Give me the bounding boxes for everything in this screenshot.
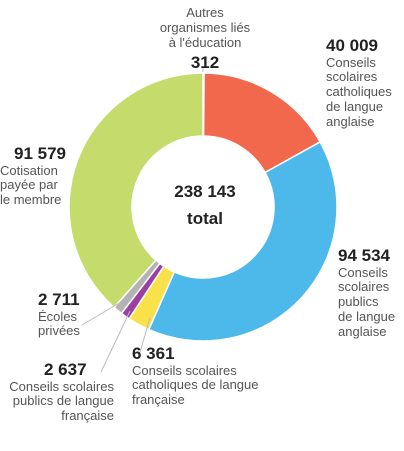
slice-cotisation-membre xyxy=(68,72,204,309)
label-catholiques-anglaise-text: Conseils scolaires catholiques de langue… xyxy=(326,54,392,130)
label-catholiques-francaise-text: Conseils scolaires catholiques de langue… xyxy=(132,362,259,408)
label-catholiques-anglaise: 40 009 Conseils scolaires catholiques de… xyxy=(326,36,404,130)
label-publics-anglaise-value: 94 534 xyxy=(338,246,390,265)
label-autres-organismes-text: Autres organismes liés à l'éducation xyxy=(159,5,251,50)
label-ecoles-privees-text: Écoles privées xyxy=(38,308,80,339)
label-publics-francaise-value: 2 637 xyxy=(44,360,87,379)
label-cotisation-membre-text: Cotisation payée par le membre xyxy=(0,162,62,208)
leader-publics-francaise xyxy=(100,310,131,373)
label-catholiques-francaise-value: 6 361 xyxy=(132,344,175,363)
label-publics-francaise-text: Conseils scolaires publics de langue fra… xyxy=(9,378,114,424)
label-publics-francaise: 2 637 Conseils scolaires publics de lang… xyxy=(0,360,114,424)
label-catholiques-anglaise-value: 40 009 xyxy=(326,36,378,55)
label-ecoles-privees: 2 711 Écoles privées xyxy=(20,290,110,339)
label-publics-anglaise-text: Conseils scolaires publics de langue ang… xyxy=(338,264,396,340)
label-ecoles-privees-value: 2 711 xyxy=(38,290,80,309)
leader-ecoles-privees xyxy=(81,301,122,326)
label-catholiques-francaise: 6 361 Conseils scolaires catholiques de … xyxy=(132,344,282,408)
label-publics-anglaise: 94 534 Conseils scolaires publics de lan… xyxy=(338,246,404,340)
total-value: 238 143 xyxy=(174,182,236,201)
label-autres-organismes: Autres organismes liés à l'éducation 312 xyxy=(140,5,270,72)
total-label: total xyxy=(187,209,223,228)
label-cotisation-membre: 91 579 Cotisation payée par le membre xyxy=(0,144,76,208)
leader-catholiques-francaise xyxy=(139,317,151,353)
slice-publics-anglaise xyxy=(147,140,338,342)
label-autres-organismes-value: 312 xyxy=(190,52,220,72)
label-cotisation-membre-value: 91 579 xyxy=(14,144,66,163)
